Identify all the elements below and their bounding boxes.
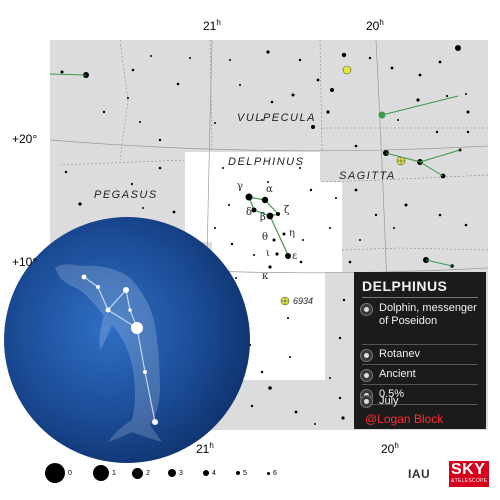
- mag-item-3: 3: [168, 461, 183, 485]
- iau-logo: IAU: [408, 463, 448, 485]
- constellation-info-panel: DELPHINUS Dolphin, messenger of Poseidon…: [354, 272, 486, 429]
- star-alpha: [261, 196, 269, 204]
- ra-label-21h-bottom: 21h: [196, 441, 214, 456]
- label-kappa: κ: [262, 271, 269, 282]
- ra-label-21h: 21h: [203, 18, 221, 33]
- messier-object-1: [342, 65, 352, 75]
- star-gamma: [245, 193, 253, 201]
- label-ngc-6934: 6934: [293, 296, 314, 306]
- label-eta: η: [289, 228, 295, 239]
- star-eta: [282, 232, 286, 236]
- label-alpha: α: [266, 184, 273, 195]
- info-divider: [362, 297, 478, 298]
- mag-label-0: 0: [68, 469, 72, 477]
- label-delta: δ: [246, 207, 253, 218]
- iau-logo-text: IAU: [408, 467, 431, 481]
- info-best-month-visible: July: [360, 394, 484, 408]
- info-meaning-text: Dolphin, messenger of Poseidon: [379, 302, 477, 327]
- pegasus-stick: [50, 73, 87, 76]
- ra-label-20h: 20h: [366, 18, 384, 33]
- sky-telescope-logo: SKY &TELESCOPE: [449, 461, 489, 487]
- label-theta: θ: [262, 232, 269, 243]
- star-beta: [266, 212, 274, 220]
- label-epsilon: ε: [292, 251, 298, 262]
- star-theta: [272, 238, 276, 242]
- info-divider: [362, 404, 478, 405]
- calendar-icon: [360, 395, 373, 408]
- label-beta: β: [260, 212, 266, 223]
- magnitude-legend: 0 1 2 3 4 5 6: [45, 461, 295, 485]
- globe-stars: [81, 274, 158, 425]
- mag-item-0: 0: [45, 461, 72, 485]
- mag-dot-2: [132, 467, 143, 479]
- mag-dot-6: [267, 471, 270, 475]
- dec-line-20: [50, 139, 488, 152]
- globe: [4, 217, 250, 463]
- label-delphinus: DELPHINUS: [228, 156, 305, 168]
- info-title: DELPHINUS: [362, 278, 448, 294]
- credit-text: @Logan Block: [365, 412, 444, 426]
- history-icon: [360, 369, 373, 382]
- label-iota: ι: [266, 248, 270, 259]
- mag-label-2: 2: [146, 469, 150, 477]
- label-zeta: ζ: [284, 205, 290, 216]
- star-delta: [251, 207, 257, 213]
- info-best-month-text: July: [379, 395, 399, 407]
- star-epsilon: [285, 253, 291, 259]
- ra-label-20h-bottom: 20h: [381, 441, 399, 456]
- mag-dot-3: [168, 469, 176, 477]
- mag-label-1: 1: [112, 469, 116, 477]
- dolphin-silhouette: [55, 264, 162, 442]
- mag-label-4: 4: [212, 469, 216, 477]
- star-kappa: [268, 265, 272, 269]
- dolphin-globe-illustration: [4, 217, 250, 463]
- vulpecula-cluster: [378, 111, 386, 119]
- star-zeta: [276, 212, 280, 216]
- info-meaning: Dolphin, messenger of Poseidon: [360, 302, 484, 328]
- mag-dot-4: [203, 470, 209, 476]
- info-brightest-star: Rotanev: [360, 348, 484, 362]
- mag-label-6: 6: [273, 469, 277, 477]
- info-divider: [362, 344, 478, 345]
- sky-logo-text: SKY: [451, 461, 486, 478]
- sagitta-stick-2: [419, 149, 461, 163]
- info-origin-text: Ancient: [379, 368, 416, 380]
- info-brightest-star-text: Rotanev: [379, 348, 420, 360]
- mag-item-2: 2: [132, 461, 150, 485]
- dolphin-icon: [360, 303, 373, 316]
- mag-item-6: 6: [267, 461, 277, 485]
- info-origin: Ancient: [360, 368, 484, 382]
- info-sky-area-text: 0.5%: [379, 388, 405, 400]
- label-gamma: γ: [237, 181, 243, 192]
- mag-dot-1: [93, 465, 109, 481]
- mag-item-5: 5: [236, 461, 247, 485]
- dec-label-10: +10°: [12, 255, 38, 269]
- vulpecula-stick: [381, 95, 459, 116]
- label-sagitta: SAGITTA: [339, 170, 396, 182]
- info-divider: [362, 384, 478, 385]
- mag-item-1: 1: [93, 461, 116, 485]
- sky-logo-subtext: &TELESCOPE: [451, 478, 488, 484]
- label-vulpecula: VULPECULA: [237, 112, 316, 124]
- mag-label-3: 3: [179, 469, 183, 477]
- dec-label-20: +20°: [12, 132, 38, 146]
- delphinus-stars: [228, 181, 291, 269]
- mag-dot-0: [45, 463, 65, 483]
- mag-dot-5: [236, 471, 240, 475]
- star-icon: [360, 349, 373, 362]
- mag-label-5: 5: [243, 469, 247, 477]
- neighbor-stick-figures: [50, 73, 461, 267]
- info-divider: [362, 364, 478, 365]
- mag-item-4: 4: [203, 461, 216, 485]
- label-pegasus: PEGASUS: [94, 189, 158, 201]
- star-iota: [275, 252, 279, 256]
